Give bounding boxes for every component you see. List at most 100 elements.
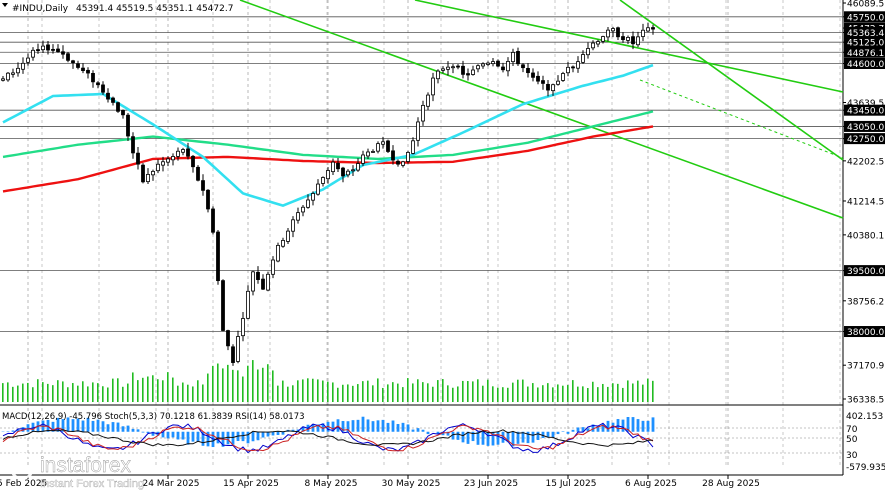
volume-bar (232, 369, 234, 402)
collapse-arrow-icon[interactable] (2, 3, 8, 7)
price-axis[interactable]: 46089.545750.045472.745363.445125.044876… (843, 0, 885, 473)
candle-body (456, 65, 460, 68)
price-axis-label: 37170.9 (847, 362, 884, 372)
candle-body (106, 92, 110, 100)
candle-body (461, 65, 465, 75)
volume-bar (92, 382, 94, 402)
macd-histogram-bar (621, 419, 625, 432)
volume-bar (262, 367, 264, 402)
volume-bar (132, 372, 134, 402)
volume-bar (567, 385, 569, 402)
indicator-label: MACD(12,26,9) -45.796 Stoch(5,3,3) 70.12… (2, 412, 305, 422)
price-tag-label: 43450.0 (847, 107, 884, 117)
volume-bar (467, 381, 469, 402)
candle-body (396, 160, 400, 165)
volume-bar (427, 383, 429, 402)
candle-body (61, 51, 65, 55)
volume-bar (487, 379, 489, 402)
macd-histogram-bar (191, 431, 195, 442)
macd-histogram-bar (251, 431, 255, 442)
volume-bar (362, 381, 364, 402)
macd-histogram-bar (261, 431, 265, 438)
candle-body (336, 162, 340, 170)
time-axis[interactable]: 5 Feb 2025 24 Mar 2025 15 Apr 2025 8 May 20… (0, 475, 760, 489)
volume-bar (407, 378, 409, 402)
candle-body (321, 177, 325, 184)
candle-body (631, 36, 635, 45)
volume-bar (227, 364, 229, 402)
candle-body (301, 206, 305, 213)
macd-histogram-bar (206, 431, 210, 447)
macd-histogram-bar (166, 431, 170, 439)
macd-histogram-bar (416, 428, 420, 432)
macd-histogram-bar (266, 431, 270, 437)
candle-body (86, 69, 90, 74)
candle-body (526, 68, 530, 74)
volume-bar (82, 381, 84, 402)
candle-body (186, 148, 190, 157)
volume-bar (412, 383, 414, 402)
candle-body (211, 208, 215, 233)
candle-body (566, 66, 570, 74)
candle-body (176, 150, 180, 157)
candle-body (316, 183, 320, 195)
candle-body (491, 61, 495, 65)
candle-body (6, 72, 10, 81)
volume-bar (57, 380, 59, 402)
volume-bar (147, 376, 149, 402)
volume-bar (632, 383, 634, 402)
volume-bar (557, 384, 559, 402)
macd-histogram-bar (641, 420, 645, 432)
volume-bar (62, 381, 64, 402)
candle-body (66, 53, 70, 61)
candle-body (436, 70, 440, 80)
volume-bar (287, 386, 289, 402)
candle-body (161, 161, 165, 166)
volume-bar (127, 383, 129, 402)
candle-body (611, 28, 615, 32)
volume-bar (152, 375, 154, 402)
volume-bar (37, 379, 39, 402)
candle-body (276, 244, 280, 262)
macd-histogram-bar (531, 431, 535, 443)
oscillator-axis-label: 402.153 (846, 412, 883, 422)
trend-channel-line (619, 0, 844, 161)
macd-histogram-bar (626, 417, 630, 432)
macd-histogram-bar (541, 431, 545, 438)
oscillator-axis-label: 70 (846, 425, 858, 435)
candle-body (271, 259, 275, 275)
volume-bar (397, 383, 399, 402)
volume-bar (297, 380, 299, 402)
volume-bar (607, 386, 609, 402)
volume-bar (52, 385, 54, 402)
macd-histogram-bar (526, 431, 530, 444)
macd-histogram-bar (456, 431, 460, 440)
volume-bar (207, 373, 209, 402)
macd-histogram-bar (551, 431, 555, 438)
candle-body (581, 54, 585, 63)
macd-histogram-bar (81, 420, 85, 432)
macd-histogram-bar (226, 431, 230, 445)
instaforex-logo: instaforex Instant Forex Trading (8, 452, 144, 490)
macd-histogram-bar (351, 420, 355, 432)
macd-histogram-bar (291, 429, 295, 432)
candle-body (36, 49, 40, 52)
macd-histogram-bar (376, 420, 380, 432)
candle-body (591, 42, 595, 49)
volume-bar (307, 378, 309, 402)
candle-body (606, 29, 610, 38)
candle-body (621, 36, 625, 40)
candle-body (26, 57, 30, 63)
volume-bar (77, 385, 79, 402)
macd-histogram-bar (426, 431, 430, 435)
price-tag (844, 120, 885, 132)
trend-channel-line (239, 0, 844, 219)
macd-histogram-bar (21, 427, 25, 432)
macd-histogram-bar (96, 419, 100, 432)
ema-mid-line (2, 110, 654, 161)
candle-body (416, 121, 420, 141)
macd-histogram-bar (16, 429, 20, 432)
price-axis-label: 36338.5 (847, 396, 884, 406)
macd-histogram-bar (631, 417, 635, 432)
